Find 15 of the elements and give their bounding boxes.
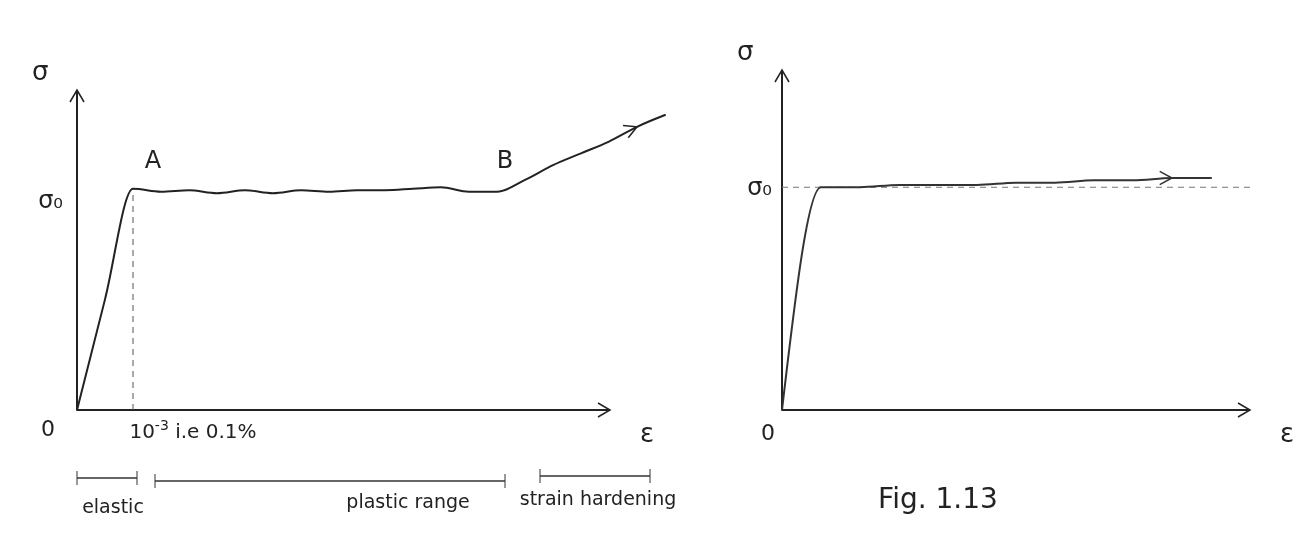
text: strain hardening: [519, 487, 677, 509]
text: elastic: [82, 495, 144, 517]
y-axis-title: σ: [737, 36, 754, 66]
caption: Fig. 1.13: [878, 482, 998, 515]
ref-line-label: σ₀: [747, 173, 772, 202]
text: 0: [41, 416, 55, 441]
y-axis-title: σ: [32, 56, 49, 86]
x-axis-title: ε: [1280, 418, 1295, 448]
text: 0: [761, 420, 775, 445]
text: 10$^{-3}$ i.e 0.1%: [129, 417, 257, 443]
x-axis-title: ε: [640, 418, 655, 448]
annotation: A: [144, 146, 162, 174]
annotation: B: [496, 146, 514, 174]
annotation: σ₀: [38, 186, 63, 214]
text: plastic range: [346, 490, 470, 512]
